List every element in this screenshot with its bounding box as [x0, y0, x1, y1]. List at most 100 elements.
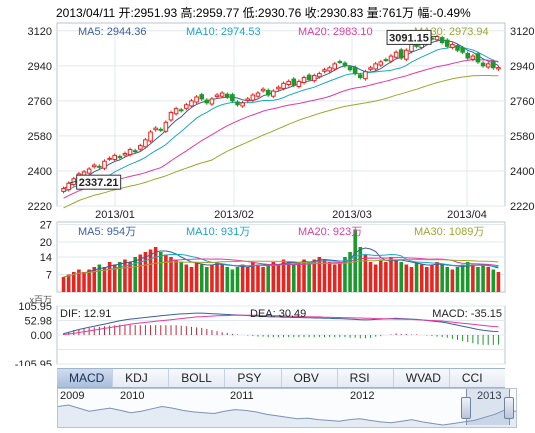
- volume-bar: [302, 259, 306, 292]
- tab-psy[interactable]: PSY: [225, 369, 282, 387]
- volume-bar: [133, 257, 137, 292]
- candle-body: [127, 149, 133, 156]
- candle: [97, 164, 102, 170]
- candle: [281, 81, 286, 91]
- macd-legend-dea: DEA: 30.49: [250, 308, 306, 320]
- price-tick-left: 3120: [28, 26, 52, 38]
- candle: [271, 89, 276, 99]
- candle-body: [219, 92, 225, 97]
- volume-bar: [153, 247, 158, 292]
- candle-body: [296, 80, 302, 87]
- candle-body: [439, 37, 445, 43]
- candle-body: [153, 127, 158, 131]
- price-legend-item: MA10: 2974.53: [186, 26, 261, 38]
- volume-bar: [317, 257, 322, 292]
- tab-cci[interactable]: CCI: [461, 371, 483, 385]
- candle: [378, 59, 384, 67]
- candle: [127, 147, 133, 157]
- candle-body: [194, 96, 199, 103]
- volume-bar: [353, 229, 357, 292]
- candle-body: [317, 73, 322, 78]
- volume-bar: [118, 262, 122, 292]
- tab-wvad[interactable]: WVAD: [394, 369, 450, 387]
- vol-ma-line: [63, 247, 499, 278]
- vol-ma-line: [63, 258, 499, 278]
- candle-body: [455, 45, 460, 51]
- volume-bar: [199, 264, 204, 292]
- indicator-tab-bar: MACD KDJ BOLL PSY OBV RSI WVAD CCI: [57, 368, 505, 388]
- year-label-2012: 2012: [350, 390, 375, 402]
- candle-body: [332, 63, 338, 70]
- volume-bar: [143, 252, 148, 292]
- volume-bar: [215, 262, 219, 292]
- macd-tick: 52.98: [24, 315, 52, 327]
- candle-body: [388, 55, 394, 62]
- candle-body: [460, 47, 465, 53]
- tab-rsi[interactable]: RSI: [338, 369, 394, 387]
- volume-bar: [430, 264, 434, 292]
- candle-body: [61, 187, 66, 192]
- volume-bar: [384, 262, 388, 292]
- price-legend-item: MA30: 2973.94: [414, 26, 489, 38]
- volume-bar: [425, 267, 429, 292]
- candle: [398, 47, 404, 60]
- price-month-label: 2013/04: [447, 209, 487, 221]
- vol-tick: 14: [40, 252, 52, 264]
- candle: [301, 75, 307, 85]
- candle-body: [173, 108, 179, 115]
- range-handle-left[interactable]: [461, 397, 471, 419]
- vol-legend-item: MA20: 923万: [298, 226, 362, 238]
- timeline-overview[interactable]: 2009 2010 2011 2012 2013: [57, 388, 517, 428]
- candle: [311, 73, 317, 83]
- volume-bar: [148, 249, 153, 292]
- candle: [173, 106, 179, 116]
- candle: [460, 45, 465, 55]
- candle: [404, 48, 409, 62]
- candle-body: [306, 74, 312, 80]
- candle-body: [245, 98, 251, 101]
- tab-kdj[interactable]: KDJ: [113, 369, 170, 387]
- candle: [491, 59, 496, 70]
- candle-body: [291, 78, 297, 86]
- volume-bar: [66, 274, 71, 292]
- vol-legend-item: MA5: 954万: [78, 226, 136, 238]
- volume-bar: [164, 254, 168, 292]
- macd-legend-macd: MACD: -35.15: [432, 308, 502, 320]
- candle: [337, 59, 343, 64]
- volume-bar: [455, 267, 460, 292]
- volume-bar: [210, 264, 214, 292]
- candle-body: [409, 43, 414, 52]
- candle-body: [465, 52, 471, 59]
- candle-body: [342, 62, 348, 67]
- volume-bar: [189, 267, 194, 292]
- vol-legend-item: MA30: 1089万: [414, 226, 484, 238]
- range-handle-right[interactable]: [504, 397, 514, 419]
- overview-sparkline: [58, 404, 516, 427]
- volume-bar: [240, 264, 245, 292]
- volume-bar: [440, 264, 444, 292]
- volume-bar: [112, 264, 117, 292]
- tab-obv[interactable]: OBV: [282, 369, 338, 387]
- volume-bar: [97, 264, 102, 292]
- candle: [393, 50, 399, 60]
- volume-bar: [138, 254, 143, 292]
- volume-bar: [404, 264, 409, 292]
- candle: [342, 61, 348, 68]
- volume-bar: [297, 262, 301, 292]
- vol-legend-item: MA10: 931万: [186, 226, 250, 238]
- volume-bar: [82, 272, 86, 292]
- tab-macd[interactable]: MACD: [57, 369, 114, 387]
- volume-bar: [158, 252, 163, 292]
- candle: [317, 71, 322, 79]
- candle: [496, 65, 501, 71]
- candle-body: [398, 49, 404, 59]
- candle-body: [470, 55, 476, 60]
- tab-boll[interactable]: BOLL: [169, 369, 226, 387]
- volume-bar: [286, 262, 291, 292]
- candle-body: [163, 121, 169, 132]
- candle-body: [485, 63, 491, 68]
- volume-bar: [194, 262, 199, 292]
- ma-line: [63, 39, 499, 189]
- volume-bar: [419, 264, 424, 292]
